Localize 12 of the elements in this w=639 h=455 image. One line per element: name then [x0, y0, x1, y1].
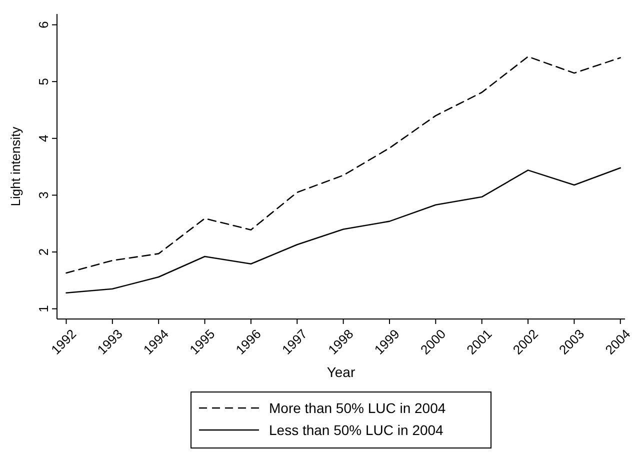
y-tick-label: 5: [36, 78, 51, 86]
y-tick-label: 2: [36, 248, 51, 256]
legend-label: More than 50% LUC in 2004: [269, 400, 446, 416]
y-axis-title: Light intensity: [8, 126, 23, 206]
y-tick-label: 1: [36, 305, 51, 312]
line-series: [66, 56, 622, 274]
y-tick-label: 3: [36, 192, 51, 199]
line-series: [66, 167, 622, 294]
x-axis-title: Year: [326, 364, 356, 380]
legend-label: Less than 50% LUC in 2004: [269, 422, 444, 438]
y-tick-label: 4: [36, 134, 51, 142]
y-tick-label: 6: [36, 21, 51, 28]
